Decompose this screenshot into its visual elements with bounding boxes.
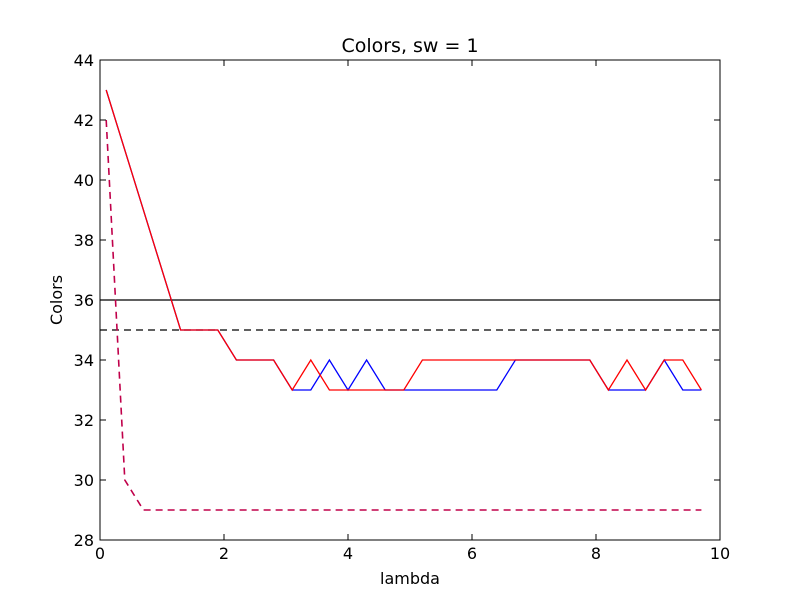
x-tick-label: 6 [467,544,477,563]
y-tick-label: 36 [74,291,94,310]
series-line-2 [105,89,702,392]
y-tick-label: 38 [74,231,94,250]
y-tick-label: 28 [74,531,94,550]
chart-title: Colors, sw = 1 [341,35,478,57]
plot-frame [99,59,721,541]
x-tick-label: 8 [591,544,601,563]
x-tick-label: 0 [95,544,105,563]
y-tick-label: 32 [74,411,94,430]
y-tick-label: 34 [74,351,94,370]
x-axis-label: lambda [380,569,440,588]
x-tick-label: 4 [343,544,353,563]
y-tick-label: 42 [74,111,94,130]
series-line-3 [105,119,702,511]
x-tick-label: 2 [219,544,229,563]
y-tick-label: 30 [74,471,94,490]
x-tick-label: 10 [710,544,730,563]
plot-area [100,89,720,511]
y-tick-label: 44 [74,51,94,70]
y-axis-label: Colors [47,275,66,325]
y-tick-label: 40 [74,171,94,190]
